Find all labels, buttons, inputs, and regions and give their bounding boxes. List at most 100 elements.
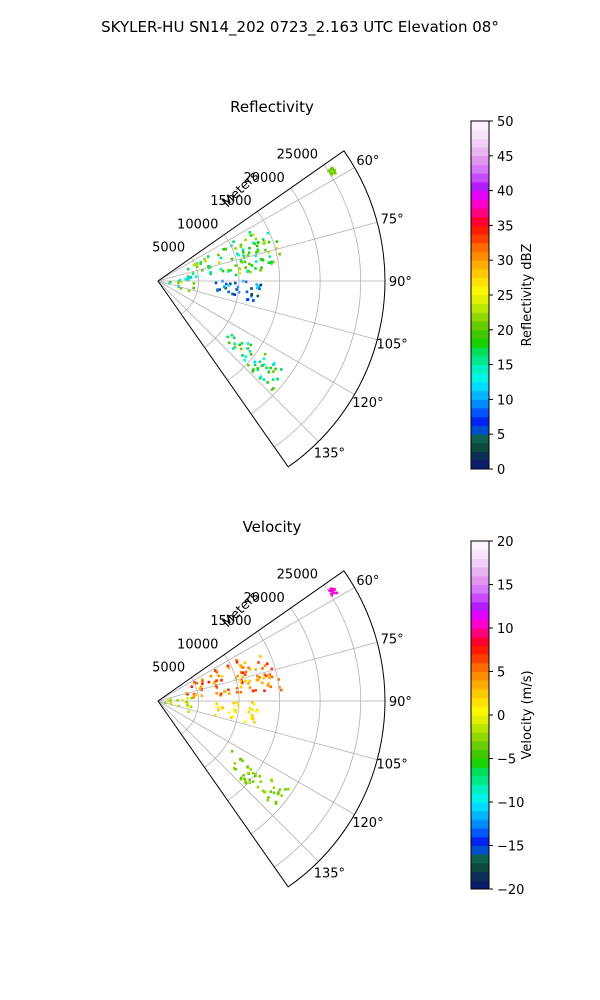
plot-title: Velocity <box>243 518 302 536</box>
colorbar-swatch <box>471 173 489 183</box>
colorbar-swatch <box>471 268 489 278</box>
colorbar-swatch <box>471 758 489 768</box>
colorbar-swatch <box>471 338 489 348</box>
echo-gate <box>238 267 242 271</box>
echo-gate <box>270 262 273 265</box>
echo-gate <box>329 587 333 591</box>
echo-gate <box>226 664 230 668</box>
echo-gate <box>233 762 237 765</box>
echo-gate <box>212 682 216 685</box>
colorbar-swatch <box>471 199 489 209</box>
echo-gate <box>227 666 231 670</box>
range-ring <box>204 234 240 348</box>
echo-gate <box>273 362 276 365</box>
echo-gate <box>247 363 250 367</box>
echo-gate <box>280 688 283 692</box>
echo-gate <box>276 792 280 796</box>
echo-gate <box>234 768 237 771</box>
colorbar-swatch <box>471 408 489 418</box>
colorbar-swatch <box>471 277 489 287</box>
echo-gate <box>220 675 224 678</box>
colorbar-swatch <box>471 584 489 594</box>
echo-gate <box>329 592 333 596</box>
echo-gate <box>262 357 266 361</box>
echo-gate <box>219 693 222 697</box>
echo-gate <box>232 347 235 350</box>
echo-gate <box>254 237 258 241</box>
echo-gate <box>280 794 283 797</box>
colorbar-swatch <box>471 234 489 244</box>
range-tick-label: 25000 <box>277 568 318 583</box>
colorbar-swatch <box>471 541 489 551</box>
colorbar-swatch <box>471 451 489 461</box>
colorbar-swatch <box>471 628 489 638</box>
echo-gate <box>169 280 172 284</box>
echo-gate <box>261 681 264 685</box>
echo-gate <box>262 239 266 243</box>
echo-gate <box>241 671 245 674</box>
echo-gate <box>258 287 261 291</box>
echo-gate <box>254 710 258 713</box>
echo-gate <box>264 674 268 678</box>
echo-gate <box>254 260 258 263</box>
azimuth-line <box>157 280 355 395</box>
echo-gate <box>241 354 244 357</box>
colorbar: 0 5 10 15 20 25 30 35 40 45 50 Reflectivity dBZ <box>470 115 535 478</box>
colorbar-swatch <box>471 567 489 577</box>
echo-gate <box>244 238 247 242</box>
azimuth-line <box>157 700 355 815</box>
echo-gate <box>239 778 242 781</box>
echo-gate <box>231 292 234 296</box>
echo-gate <box>249 353 253 356</box>
echo-gate <box>244 266 247 269</box>
echo-gate <box>199 261 203 264</box>
echo-gate <box>272 786 276 789</box>
echo-gate <box>219 267 223 271</box>
colorbar-swatch <box>471 601 489 611</box>
range-ring <box>250 607 321 835</box>
echo-gate <box>214 713 217 717</box>
colorbar-tick-label: 15 <box>497 579 514 594</box>
echo-gate <box>247 710 250 714</box>
colorbar-tick-label: 45 <box>497 150 514 165</box>
echo-gate <box>235 659 238 662</box>
echo-gate <box>250 264 254 267</box>
echo-gate <box>261 258 264 261</box>
echo-gate <box>217 261 221 264</box>
echo-gate <box>230 257 234 261</box>
echo-gate <box>232 336 236 340</box>
colorbar-swatch <box>471 286 489 296</box>
echo-region <box>214 279 263 302</box>
colorbar-swatch <box>471 181 489 191</box>
echo-gate <box>261 789 265 793</box>
echo-gate <box>246 765 249 768</box>
colorbar-swatch <box>471 810 489 820</box>
echo-gate <box>241 675 244 679</box>
echo-gate <box>209 270 212 274</box>
echo-gate <box>176 699 179 702</box>
range-ring <box>227 630 281 801</box>
range-tick-label: 15000 <box>210 614 251 629</box>
colorbar-swatch <box>471 347 489 357</box>
colorbar-swatch <box>471 321 489 331</box>
echo-gate <box>251 717 255 720</box>
echo-gate <box>331 590 334 594</box>
echo-gate <box>251 689 255 693</box>
echo-gate <box>169 701 172 704</box>
echo-gate <box>227 711 231 714</box>
echo-gate <box>248 231 252 234</box>
range-ring <box>274 584 362 868</box>
echo-gate <box>237 253 240 257</box>
echo-gate <box>250 715 253 719</box>
echo-gate <box>330 173 333 177</box>
echo-gate <box>246 254 250 257</box>
colorbar-swatch <box>471 216 489 226</box>
colorbar-swatch <box>471 190 489 200</box>
plot-title: Reflectivity <box>230 98 314 116</box>
colorbar-swatch <box>471 312 489 322</box>
colorbar-swatch <box>471 645 489 655</box>
echo-gate <box>243 260 247 264</box>
azimuth-line <box>157 700 319 862</box>
azimuth-line <box>157 280 319 442</box>
